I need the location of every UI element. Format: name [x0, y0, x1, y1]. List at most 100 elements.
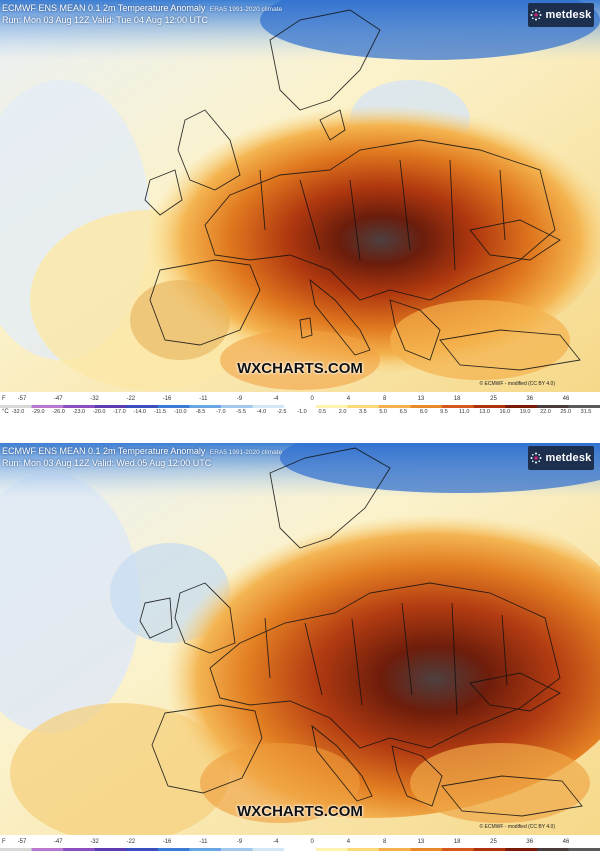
temperature-anomaly-map: [0, 0, 600, 392]
legend-tick-label: 25.0: [560, 409, 572, 415]
color-legend: F -57 -47 -32 -22 -16 -11 -9 -4 0 4 8 13 18 25 36 46: [0, 835, 600, 863]
legend-tick-label: 6.5: [399, 409, 408, 415]
legend-tick-label: 25: [490, 396, 497, 402]
map-header: ECMWF ENS MEAN 0.1 2m Temperature Anomal…: [2, 1, 282, 26]
colorbar-segment: [347, 405, 380, 408]
legend-tick-label: -57: [17, 839, 27, 845]
legend-tick-label: 13: [417, 839, 425, 845]
legend-tick-label: -4: [273, 839, 279, 845]
legend-tick-label: -4: [273, 396, 279, 402]
colorbar-segment: [94, 405, 127, 408]
legend-tick-label: 11.0: [459, 409, 470, 415]
colorbar-segment: [378, 848, 412, 851]
legend-tick-label: -47: [53, 396, 63, 402]
legend-tick-label: -22: [126, 396, 136, 402]
metdesk-logo: metdesk: [528, 3, 594, 27]
colorbar-segment: [221, 405, 254, 408]
map-panel-2: ECMWF ENS MEAN 0.1 2m Temperature Anomal…: [0, 443, 600, 863]
climate-label: ERA5 1991-2020 climate: [209, 6, 283, 13]
legend-tick-label: -32: [90, 839, 99, 845]
fahrenheit-unit: F: [2, 839, 6, 845]
colorbar-segment: [536, 848, 569, 851]
colorbar-segment: [0, 848, 33, 851]
legend-tick-label: -47: [53, 839, 63, 845]
legend-tick-label: -29.0: [32, 409, 45, 415]
colorbar-segment: [31, 848, 64, 851]
colorbar-segment: [473, 405, 506, 408]
legend-tick-label: -10.0: [174, 409, 187, 415]
legend-tick-label: -20.0: [92, 409, 106, 415]
legend-tick-label: 8: [382, 839, 387, 845]
ecmwf-credit: © ECMWF - modified (CC BY 4.0): [479, 824, 555, 830]
map-title: ECMWF ENS MEAN 0.1 2m Temperature Anomal…: [2, 3, 206, 13]
celsius-unit: °C: [2, 409, 9, 415]
map-header: ECMWF ENS MEAN 0.1 2m Temperature Anomal…: [2, 444, 282, 469]
colorbar: [0, 405, 600, 408]
colorbar-segment: [568, 405, 600, 408]
logo-text: metdesk: [545, 452, 592, 464]
legend-tick-label: 25: [490, 839, 497, 845]
legend-tick-label: 5.0: [379, 409, 387, 415]
legend-tick-label: 3.5: [359, 409, 367, 415]
legend-tick-label: 13: [417, 396, 425, 402]
legend-tick-label: -32: [90, 396, 99, 402]
temperature-anomaly-map: [0, 443, 600, 835]
colorbar-segment: [0, 405, 33, 408]
legend-tick-label: -11: [199, 396, 208, 402]
colorbar-segment: [315, 848, 348, 851]
legend-tick-label: -32.0: [11, 409, 25, 415]
legend-tick-label: 36: [526, 396, 534, 402]
logo-text: metdesk: [545, 9, 592, 21]
colorbar-segment: [126, 848, 159, 851]
colorbar-segment: [442, 848, 475, 851]
wxcharts-watermark: WXCHARTS.COM: [237, 360, 363, 377]
colorbar-segment: [505, 848, 538, 851]
colorbar-segment: [473, 848, 506, 851]
legend-tick-label: 31.5: [580, 409, 592, 415]
colorbar-segment: [505, 405, 538, 408]
colorbar-segment: [189, 848, 222, 851]
legend-tick-label: 18: [453, 839, 461, 845]
legend-tick-label: 2.0: [338, 409, 347, 415]
legend-tick-label: -9: [236, 396, 243, 402]
metdesk-logo-icon: [530, 9, 542, 21]
colorbar-segment: [252, 405, 285, 408]
legend-tick-label: 0.5: [318, 409, 327, 415]
legend-tick-label: 9.5: [440, 409, 448, 415]
legend-tick-label: 36: [526, 839, 534, 845]
legend-tick-label: 46: [562, 396, 570, 402]
legend-tick-label: 46: [562, 839, 570, 845]
legend-tick-label: 0: [310, 839, 314, 845]
run-valid-label: Run: Mon 03 Aug 12Z Valid: Tue 04 Aug 12…: [2, 15, 208, 25]
color-legend: F -57 -47 -32 -22 -16 -11 -9 -4 0 4 8 13 18 25 36 46 °C…: [0, 392, 600, 420]
colorbar-segment: [94, 848, 127, 851]
legend-tick-label: -7.0: [216, 409, 226, 415]
legend-tick-label: -9: [236, 839, 243, 845]
legend-tick-label: 19.0: [519, 409, 531, 415]
colorbar-segment: [221, 848, 254, 851]
wxcharts-watermark: WXCHARTS.COM: [237, 803, 363, 820]
colorbar: [0, 848, 600, 851]
legend-tick-label: -14.0: [133, 409, 146, 415]
legend-tick-label: 0: [310, 396, 314, 402]
colorbar-segment: [157, 848, 190, 851]
metdesk-logo: metdesk: [528, 446, 594, 470]
legend-tick-label: 22.0: [540, 409, 551, 415]
colorbar-segment: [63, 405, 96, 408]
colorbar-segment: [189, 405, 222, 408]
colorbar-segment: [126, 405, 159, 408]
colorbar-segment: [378, 405, 412, 408]
legend-tick-label: -16: [162, 839, 172, 845]
colorbar-segment: [31, 405, 64, 408]
metdesk-logo-icon: [530, 452, 542, 464]
legend-tick-label: -5.5: [236, 409, 246, 415]
map-title: ECMWF ENS MEAN 0.1 2m Temperature Anomal…: [2, 446, 206, 456]
colorbar-segment: [442, 405, 475, 408]
colorbar-segment: [252, 848, 285, 851]
legend-tick-label: 16.0: [499, 409, 511, 415]
legend-tick-label: -2.5: [276, 409, 287, 415]
colorbar-segment: [410, 848, 443, 851]
legend-tick-label: 4: [346, 839, 351, 845]
ecmwf-credit: © ECMWF - modified (CC BY 4.0): [479, 381, 555, 387]
legend-tick-label: -11: [199, 839, 208, 845]
